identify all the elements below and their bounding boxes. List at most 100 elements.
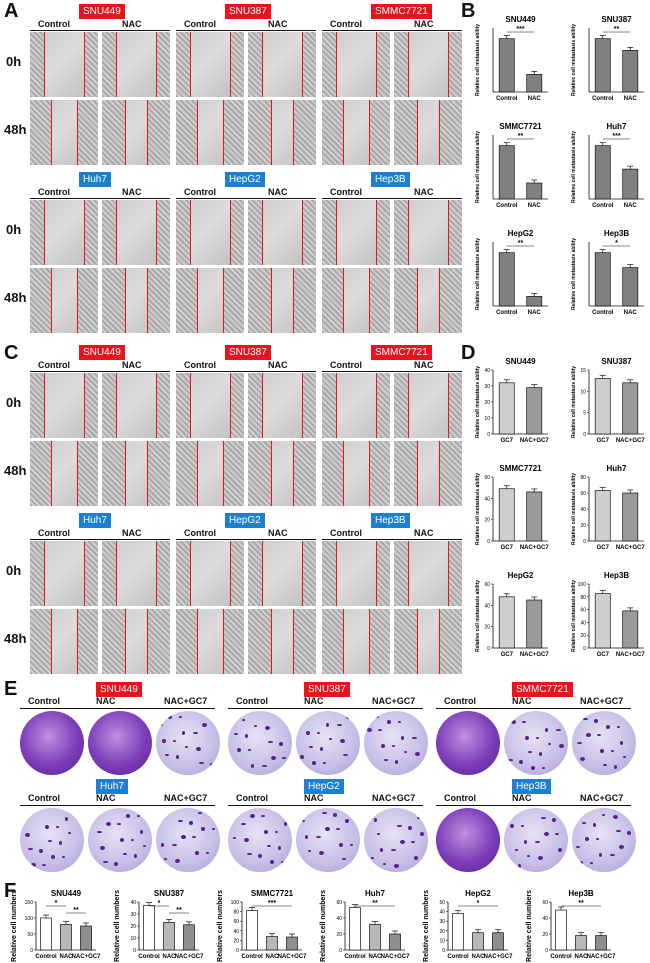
invaded-cell: [400, 840, 405, 844]
cell-front-left: [102, 100, 125, 165]
scratch-line-right: [230, 200, 231, 265]
x-tick-label: Control: [496, 96, 518, 102]
scratch-micrograph: [248, 32, 316, 97]
invaded-cell: [316, 836, 321, 838]
invaded-cell: [181, 835, 186, 839]
scratch-line-right: [77, 609, 78, 674]
bar: [452, 913, 464, 951]
invaded-cell: [619, 845, 624, 849]
scratch-line-right: [223, 268, 224, 333]
scratch-line-right: [147, 100, 148, 165]
invaded-cell: [384, 759, 388, 761]
cell-line-tag-snu449: SNU449: [79, 345, 125, 360]
invaded-cell: [262, 765, 267, 767]
invaded-cell: [198, 812, 202, 814]
group-bracket-line: [30, 371, 170, 372]
chart-title: HepG2: [508, 229, 534, 238]
y-axis-label: Relative cell metastasis ability: [571, 24, 577, 96]
chart-title: HepG2: [465, 889, 491, 898]
scratch-line-left: [417, 609, 418, 674]
cell-line-tag-smmc7721: SMMC7721: [371, 345, 432, 360]
invaded-cell: [195, 851, 199, 855]
chart-title: SMMC7721: [499, 122, 542, 131]
invaded-cell: [284, 822, 287, 826]
y-tick-label: 20: [580, 523, 586, 529]
scratch-micrograph: [102, 373, 170, 438]
scratch-micrograph: [394, 32, 462, 97]
chart-title: SNU387: [601, 357, 632, 366]
y-tick-label: 0: [236, 948, 239, 954]
scratch-line-right: [369, 100, 370, 165]
y-tick-label: 60: [484, 582, 490, 588]
x-tick-label: NAC: [624, 203, 638, 209]
invaded-cell: [367, 728, 372, 732]
invaded-cell: [45, 825, 49, 829]
y-tick-label: 0: [30, 948, 33, 954]
invaded-cell: [545, 728, 548, 732]
scratch-line-right: [147, 268, 148, 333]
invaded-cell: [312, 761, 316, 765]
invaded-cell: [62, 856, 65, 858]
chart-title: Huh7: [365, 889, 386, 898]
cell-front-right: [448, 541, 462, 606]
invaded-cell: [305, 835, 308, 839]
x-tick-label: NAC+GC7: [381, 954, 411, 960]
invaded-cell: [123, 853, 127, 855]
invaded-cell: [168, 715, 172, 719]
scratch-line-right: [293, 441, 294, 506]
scratch-line-right: [376, 200, 377, 265]
x-tick-label: Control: [496, 310, 518, 316]
y-tick-label: 50: [439, 900, 445, 906]
significance-marker: *: [55, 900, 58, 907]
invaded-cell: [585, 837, 589, 841]
condition-nacgc7-label: NAC+GC7: [372, 696, 416, 706]
invaded-cell: [521, 825, 524, 827]
condition-control-label: Control: [38, 187, 70, 197]
cell-front-right: [77, 100, 98, 165]
chart-title: SNU449: [505, 357, 536, 366]
group-bracket-line: [322, 198, 462, 199]
cell-front-right: [84, 200, 98, 265]
y-tick-label: 40: [439, 910, 445, 916]
group-bracket-line: [322, 30, 462, 31]
transwell-dish: [504, 711, 568, 775]
cell-front-left: [322, 268, 343, 333]
invaded-cell: [395, 760, 398, 764]
y-tick-label: 80: [580, 475, 586, 481]
y-tick-label: 40: [130, 900, 136, 906]
chart-title: Hep3B: [604, 571, 630, 580]
bar: [143, 905, 155, 951]
cell-front-right: [376, 373, 390, 438]
y-tick-label: 40: [484, 368, 490, 374]
condition-control-label: Control: [330, 19, 362, 29]
cell-front-left: [176, 32, 190, 97]
condition-nac-label: NAC: [414, 19, 434, 29]
group-bracket-line: [176, 539, 316, 540]
y-tick-label: 10: [484, 416, 490, 422]
scratch-micrograph: [322, 200, 390, 265]
invaded-cell: [342, 858, 346, 860]
cell-front-left: [394, 541, 408, 606]
y-axis-label: Relative cell metastasis ability: [475, 580, 481, 652]
panel-label-e: E: [4, 678, 18, 700]
y-tick-label: 20: [484, 400, 490, 406]
bar: [498, 252, 515, 307]
y-tick-label: 20: [484, 625, 490, 631]
condition-nacgc7-label: NAC+GC7: [164, 696, 208, 706]
scratch-line-right: [84, 541, 85, 606]
scratch-line-left: [417, 441, 418, 506]
invaded-cell: [616, 830, 621, 832]
y-tick-label: 0: [339, 948, 342, 954]
bar: [622, 267, 639, 307]
bar: [526, 599, 543, 649]
invaded-cell: [106, 822, 111, 826]
invaded-cell: [210, 763, 214, 767]
cell-front-left: [30, 609, 51, 674]
bar: [526, 182, 543, 200]
cell-front-right: [302, 373, 316, 438]
scratch-line-right: [369, 441, 370, 506]
invaded-cell: [329, 738, 332, 740]
scratch-line-right: [84, 32, 85, 97]
cell-front-left: [322, 541, 336, 606]
bar: [389, 933, 401, 951]
